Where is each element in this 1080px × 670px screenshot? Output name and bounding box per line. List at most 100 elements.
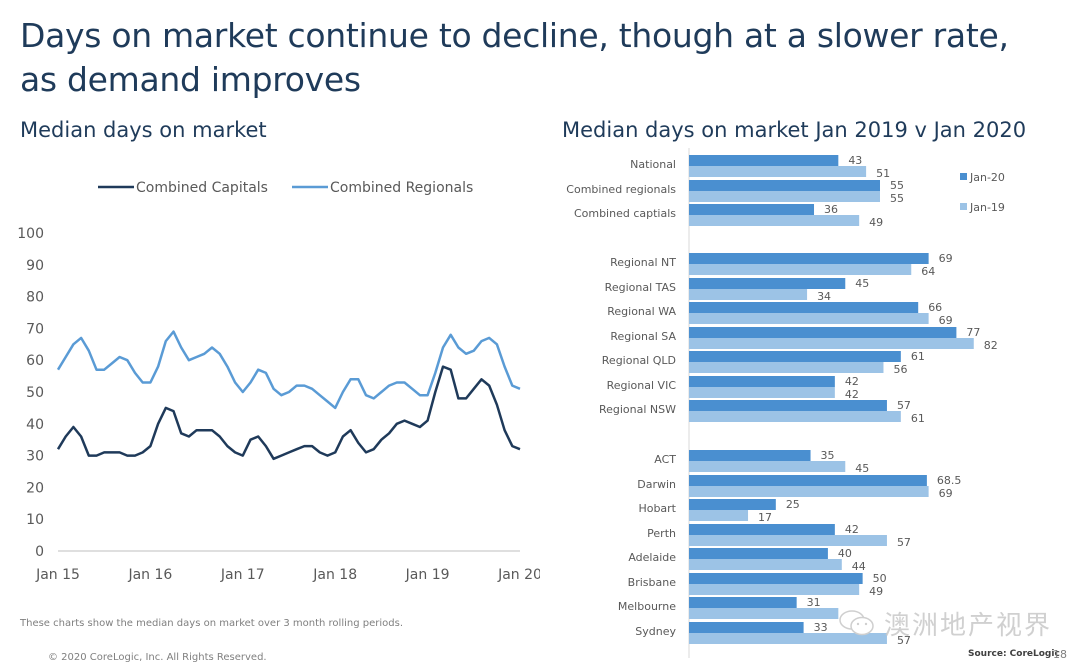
category-label: Hobart — [638, 502, 676, 515]
data-label-jan-20: 69 — [939, 252, 953, 265]
data-label-jan-19: 17 — [758, 511, 772, 524]
data-label-jan-19: 61 — [911, 412, 925, 425]
slide-title: Days on market continue to decline, thou… — [20, 14, 1009, 102]
bar-group: Melbourne 31 — [618, 596, 839, 619]
bar-jan-20 — [689, 499, 776, 510]
bar-jan-19 — [689, 411, 901, 422]
legend: Combined Capitals Combined Regionals — [98, 180, 473, 196]
bar-jan-19 — [689, 387, 835, 398]
bar-jan-20 — [689, 302, 919, 313]
source-label: Source: CoreLogic — [968, 649, 1060, 659]
y-tick-label: 0 — [35, 544, 44, 560]
data-label-jan-19: 44 — [852, 560, 866, 573]
series-line-combined-capitals — [56, 365, 521, 461]
bar-jan-19 — [689, 535, 887, 546]
category-label: Regional TAS — [605, 281, 676, 294]
wechat-icon — [839, 610, 874, 636]
bar-jan-20 — [689, 204, 815, 215]
chart-footnote: These charts show the median days on mar… — [20, 618, 403, 629]
bar-jan-19 — [689, 362, 884, 373]
data-label-jan-19: 42 — [845, 388, 859, 401]
bar-jan-19 — [689, 215, 860, 226]
bar-jan-19 — [689, 559, 842, 570]
y-tick-label: 100 — [17, 226, 44, 242]
legend-label: Combined Regionals — [330, 180, 473, 196]
data-label-jan-19: 64 — [921, 265, 935, 278]
data-label-jan-19: 82 — [984, 339, 998, 352]
data-label-jan-20: 35 — [821, 449, 835, 462]
legend: Jan-20 Jan-19 — [960, 171, 1005, 214]
data-label-jan-20: 77 — [966, 326, 980, 339]
data-label-jan-20: 45 — [855, 277, 869, 290]
bar-jan-19 — [689, 289, 808, 300]
data-label-jan-20: 68.5 — [937, 474, 962, 487]
y-tick-label: 20 — [26, 480, 44, 496]
data-label-jan-20: 66 — [928, 301, 942, 314]
bar-jan-20 — [689, 524, 835, 535]
series-line-combined-regionals — [56, 330, 521, 410]
bar-group: Perth 42 57 — [647, 523, 911, 549]
data-label-jan-19: 69 — [939, 314, 953, 327]
x-tick-label: Jan 15 — [35, 567, 80, 583]
bar-jan-19 — [689, 584, 860, 595]
bar-jan-19 — [689, 633, 887, 644]
page-number: 18 — [1053, 648, 1067, 661]
data-label-jan-19: 34 — [817, 290, 831, 303]
bar-jan-20 — [689, 327, 957, 338]
bar-jan-20 — [689, 253, 929, 264]
bar-group: Regional QLD 61 56 — [602, 350, 925, 376]
bar-jan-19 — [689, 486, 929, 497]
x-tick-label: Jan 19 — [405, 567, 450, 583]
y-tick-label: 70 — [26, 321, 44, 337]
bar-jan-20 — [689, 351, 901, 362]
data-label-jan-19: 57 — [897, 634, 911, 647]
bar-jan-20 — [689, 597, 797, 608]
data-label-jan-20: 25 — [786, 498, 800, 511]
data-label-jan-19: 51 — [876, 167, 890, 180]
data-label-jan-20: 40 — [838, 547, 852, 560]
bar-jan-19 — [689, 313, 929, 324]
data-label-jan-19: 56 — [893, 363, 907, 376]
bar-group: ACT 35 45 — [654, 449, 869, 475]
legend-label: Jan-20 — [969, 171, 1005, 184]
y-tick-label: 30 — [26, 449, 44, 465]
bar-chart-title: Median days on market Jan 2019 v Jan 202… — [562, 118, 1027, 142]
bar-jan-20 — [689, 548, 828, 559]
bar-jan-19 — [689, 191, 880, 202]
y-tick-label: 40 — [26, 417, 44, 433]
bar-jan-20 — [689, 573, 863, 584]
data-label-jan-20: 36 — [824, 203, 838, 216]
data-label-jan-20: 57 — [897, 399, 911, 412]
data-label-jan-19: 49 — [869, 216, 883, 229]
category-label: Regional NSW — [599, 403, 676, 416]
data-label-jan-20: 61 — [911, 350, 925, 363]
data-label-jan-20: 50 — [873, 572, 887, 585]
line-chart: Combined Capitals Combined Regionals 0 10 20… — [17, 180, 540, 583]
data-label-jan-19: 57 — [897, 536, 911, 549]
y-tick-label: 50 — [26, 385, 44, 401]
category-label: Regional SA — [610, 330, 676, 343]
data-label-jan-19: 55 — [890, 192, 904, 205]
data-label-jan-20: 42 — [845, 523, 859, 536]
category-label: Combined captials — [574, 207, 676, 220]
bar-jan-19 — [689, 608, 839, 619]
bar-jan-19 — [689, 264, 912, 275]
legend-swatch-jan-19 — [960, 203, 967, 210]
category-label: Regional WA — [607, 305, 676, 318]
bar-jan-20 — [689, 400, 887, 411]
x-tick-label: Jan 16 — [127, 567, 172, 583]
bar-group: Regional SA 77 82 — [610, 326, 997, 352]
category-label: Darwin — [637, 478, 676, 491]
data-label-jan-20: 31 — [807, 596, 821, 609]
bar-jan-20 — [689, 278, 846, 289]
bar-jan-19 — [689, 166, 867, 177]
y-tick-label: 10 — [26, 512, 44, 528]
line-chart-title: Median days on market — [20, 118, 267, 142]
legend-label: Combined Capitals — [136, 180, 268, 196]
x-tick-label: Jan 18 — [312, 567, 357, 583]
